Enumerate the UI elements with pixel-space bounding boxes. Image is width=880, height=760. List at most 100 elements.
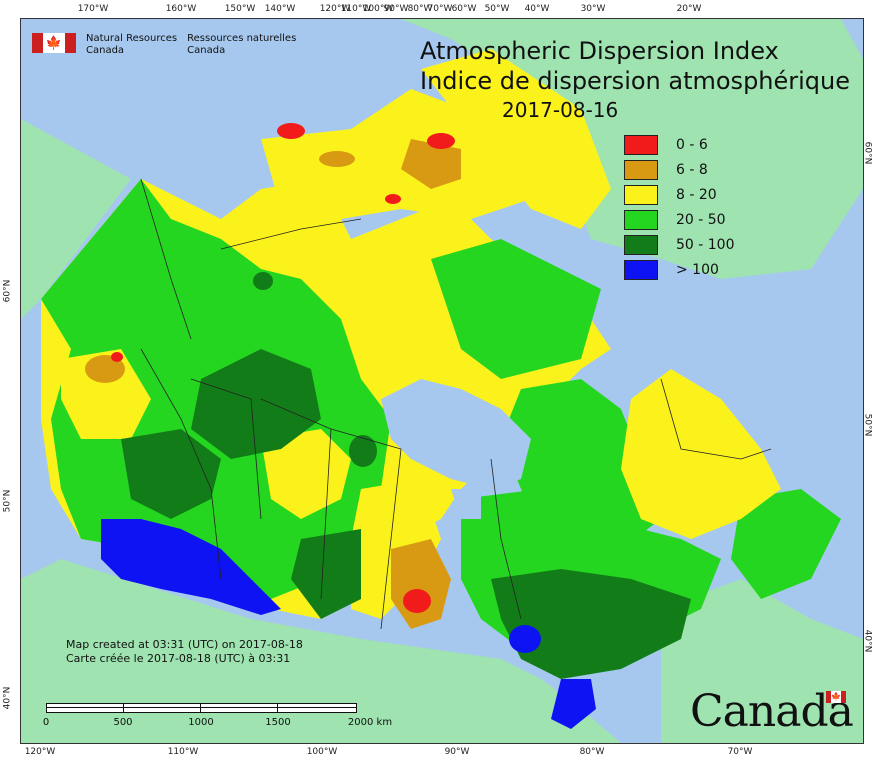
yellow-labrador xyxy=(621,369,781,539)
right-lat-tick: 40°N xyxy=(862,629,873,653)
agency-en-line1: Natural Resources xyxy=(86,33,178,44)
right-lat-tick: 60°N xyxy=(862,141,873,165)
legend-item: > 100 xyxy=(624,257,735,282)
top-lon-tick: 80°W xyxy=(407,4,433,14)
legend-label: 20 - 50 xyxy=(676,211,726,228)
dkgreen-manitoba xyxy=(291,529,361,619)
border-on-qc xyxy=(490,458,522,620)
legend-item: 0 - 6 xyxy=(624,132,735,157)
blue-south-ontario xyxy=(551,679,596,729)
dkgreen-spot-1 xyxy=(349,435,377,467)
border-mb-on xyxy=(330,428,402,630)
scale-label: 500 xyxy=(113,717,133,728)
agency-fr-line1: Ressources naturelles xyxy=(187,33,297,44)
scale-label: 1500 xyxy=(265,717,291,728)
dkgreen-nwt xyxy=(191,349,321,459)
baffin-island xyxy=(421,49,611,229)
agency-en-line2: Canada xyxy=(86,45,125,56)
top-lon-tick: 120°W xyxy=(319,4,351,14)
yellow-bc xyxy=(61,349,151,439)
us-land xyxy=(21,559,621,743)
map-credit: Map created at 03:31 (UTC) on 2017-08-18… xyxy=(66,638,303,666)
top-lon-tick: 100°W xyxy=(362,4,394,14)
agency-name-en: Natural Resources Canada xyxy=(86,33,177,57)
scale-segment xyxy=(46,703,124,713)
legend-item: 6 - 8 xyxy=(624,157,735,182)
red-ontario xyxy=(403,589,431,613)
left-lat-tick: 50°N xyxy=(2,489,13,513)
dkgreen-alberta xyxy=(121,429,221,519)
blue-prairies xyxy=(101,519,281,615)
right-lat-tick: 50°N xyxy=(862,413,873,437)
wordmark-flag-icon: 🍁 xyxy=(826,691,846,703)
orange-bc xyxy=(85,355,125,383)
dkgreen-ontario-south xyxy=(491,569,691,679)
legend-item: 50 - 100 xyxy=(624,232,735,257)
top-lon-tick: 140°W xyxy=(264,4,296,14)
top-lon-tick: 70°W xyxy=(427,4,453,14)
scale-segment xyxy=(200,703,278,713)
scale-label: 1000 xyxy=(188,717,214,728)
map-svg xyxy=(21,19,863,743)
orange-ontario xyxy=(391,539,451,629)
red-arctic-1 xyxy=(277,123,305,139)
borders xyxy=(140,178,772,630)
top-lon-tick: 60°W xyxy=(451,4,477,14)
top-lon-tick: 90°W xyxy=(383,4,409,14)
scale-midline xyxy=(46,707,356,708)
border-bc-ab xyxy=(140,348,222,580)
border-yukon-nwt xyxy=(140,178,192,340)
legend-label: 6 - 8 xyxy=(676,161,708,178)
scale-segment xyxy=(277,703,357,713)
title-english: Atmospheric Dispersion Index xyxy=(420,37,779,65)
top-lon-tick: 160°W xyxy=(165,4,197,14)
legend-item: 8 - 20 xyxy=(624,182,735,207)
bottom-lon-tick: 90°W xyxy=(444,747,470,757)
top-lon-tick: 30°W xyxy=(580,4,606,14)
legend-swatch xyxy=(624,134,658,155)
title-date: 2017-08-16 xyxy=(502,98,619,122)
dkgreen-spot-2 xyxy=(253,272,273,290)
legend-swatch xyxy=(624,234,658,255)
agency-fr-line2: Canada xyxy=(187,45,226,56)
title-block: Atmospheric Dispersion Index Indice de d… xyxy=(420,36,850,124)
canada-flag-icon: 🍁 xyxy=(32,33,76,53)
blue-lake-superior xyxy=(509,625,541,653)
map-area xyxy=(20,18,864,744)
left-lat-tick: 40°N xyxy=(2,686,13,710)
green-hudson-east xyxy=(431,239,601,379)
red-arctic-2 xyxy=(427,133,455,149)
left-lat-tick: 60°N xyxy=(2,279,13,303)
orange-arctic xyxy=(401,139,461,189)
red-bc xyxy=(111,352,123,362)
green-atlantic xyxy=(731,489,841,599)
bottom-lon-tick: 80°W xyxy=(579,747,605,757)
legend-swatch xyxy=(624,209,658,230)
legend-swatch xyxy=(624,184,658,205)
hudson-bay xyxy=(381,379,531,489)
legend-item: 20 - 50 xyxy=(624,207,735,232)
legend: 0 - 6 6 - 8 8 - 20 20 - 50 50 - 100 > 10… xyxy=(624,132,735,282)
scale-segment xyxy=(123,703,201,713)
border-ab-sk xyxy=(190,378,262,520)
agency-logo-block: 🍁 Natural Resources Canada Ressources na… xyxy=(32,33,296,57)
credit-fr: Carte créée le 2017-08-18 (UTC) à 03:31 xyxy=(66,652,291,665)
top-lon-tick: 110°W xyxy=(340,4,372,14)
legend-label: 8 - 20 xyxy=(676,186,717,203)
top-lon-tick: 170°W xyxy=(77,4,109,14)
bottom-lon-tick: 120°W xyxy=(24,747,56,757)
bottom-lon-tick: 110°W xyxy=(167,747,199,757)
top-lon-tick: 150°W xyxy=(224,4,256,14)
top-lon-tick: 40°W xyxy=(524,4,550,14)
red-arctic-3 xyxy=(385,194,401,204)
legend-label: > 100 xyxy=(676,261,719,278)
border-nwt-nu xyxy=(220,218,362,250)
scale-label: 0 xyxy=(42,717,50,728)
agency-name-fr: Ressources naturelles Canada xyxy=(187,33,296,57)
credit-en: Map created at 03:31 (UTC) on 2017-08-18 xyxy=(66,638,303,651)
title-french: Indice de dispersion atmosphérique xyxy=(420,67,851,95)
top-lon-tick: 50°W xyxy=(484,4,510,14)
scale-label: 2000 km xyxy=(347,717,393,728)
legend-swatch xyxy=(624,259,658,280)
